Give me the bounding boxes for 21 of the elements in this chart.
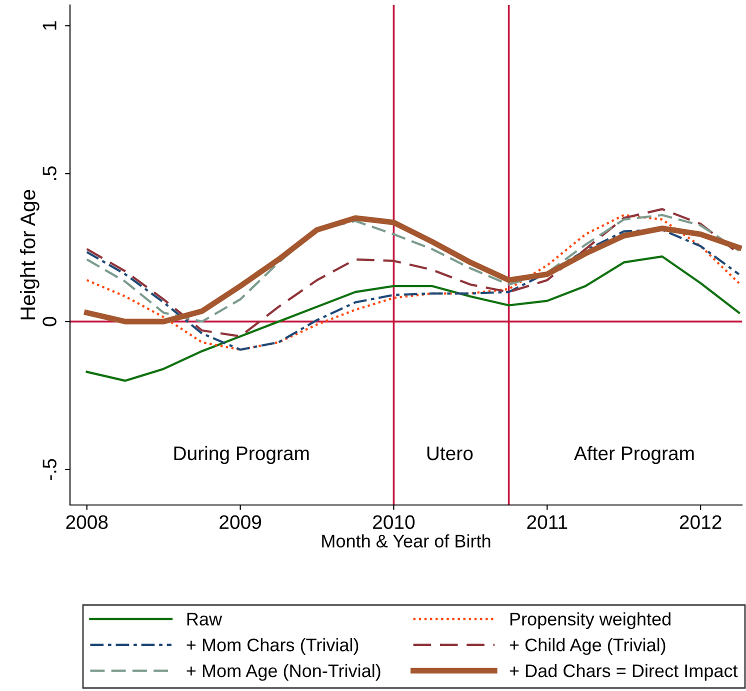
x-tick-label: 2010 xyxy=(373,515,415,530)
x-tick-label: 2008 xyxy=(66,515,108,530)
x-tick-label: 2009 xyxy=(220,515,262,530)
x-axis-title: Month & Year of Birth xyxy=(322,534,490,548)
x-tick-label: 2012 xyxy=(680,515,722,530)
legend-label: Raw xyxy=(187,612,222,626)
legend-label: + Mom Chars (Trivial) xyxy=(186,638,358,655)
legend-label: + Mom Age (Non-Trivial) xyxy=(186,664,380,681)
y-tick-label: -.5 xyxy=(42,458,56,480)
y-tick-label: 1 xyxy=(42,21,56,30)
legend-label: Propensity weighted xyxy=(510,612,670,630)
line-series xyxy=(86,255,740,382)
legend-label: + Dad Chars = Direct Impact xyxy=(510,664,738,681)
annotation: During Program xyxy=(174,446,309,464)
annotation: Utero xyxy=(427,446,473,460)
y-tick-label: 0 xyxy=(42,316,56,326)
y-axis-title: Height for Age xyxy=(20,190,40,320)
y-tick-label: .5 xyxy=(42,166,56,180)
legend-label: + Child Age (Trivial) xyxy=(510,638,666,655)
x-tick-label: 2011 xyxy=(527,515,568,530)
annotation: After Program xyxy=(574,446,694,464)
